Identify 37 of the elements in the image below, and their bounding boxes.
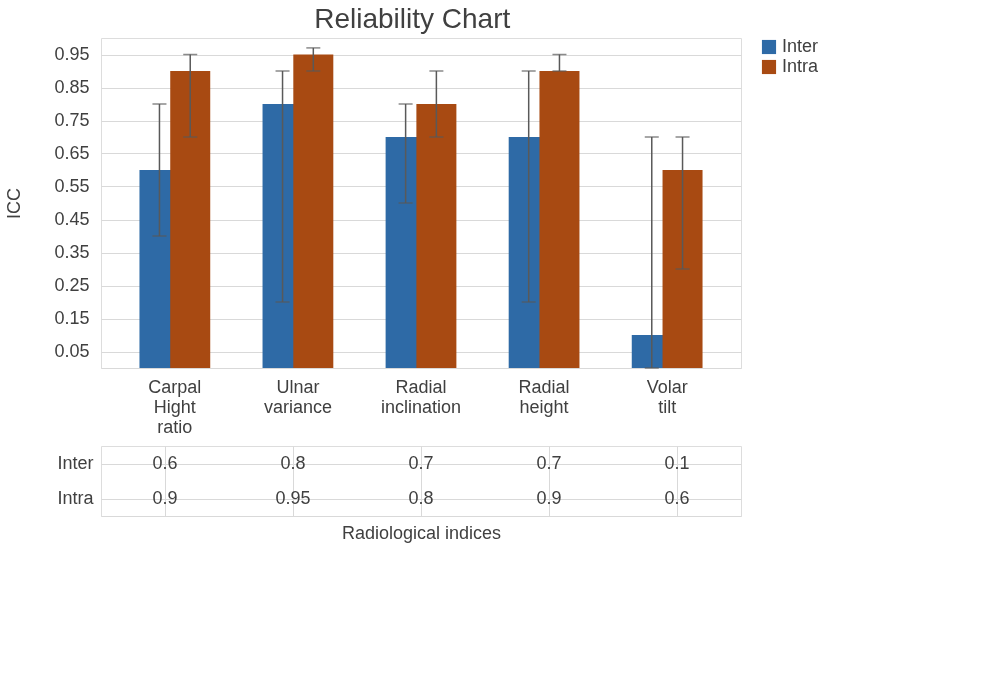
data-label: 0.6	[152, 452, 178, 473]
data-label: 0.9	[152, 487, 178, 508]
data-label: 0.7	[408, 452, 434, 473]
text: Inter	[57, 453, 94, 473]
x-tick-label: Carpal Hight ratio	[148, 376, 202, 437]
y-tick-label: 0.65	[54, 143, 90, 163]
x-axis-title: Radiological indices	[341, 522, 502, 543]
y-tick-label: 0.55	[54, 176, 90, 196]
data-label: 0.1	[664, 452, 690, 473]
y-tick-label: 0.15	[54, 308, 90, 328]
y-axis-title: ICC	[4, 188, 25, 219]
x-tick-label: Ulnar variance	[263, 376, 332, 417]
data-label: 0.8	[408, 487, 434, 508]
y-tick-label: 0.45	[54, 209, 90, 229]
data-label: 0.8	[280, 452, 306, 473]
y-tick-label: 0.75	[54, 110, 90, 130]
x-tick-label: Volar tilt	[646, 376, 688, 417]
bar	[662, 170, 703, 368]
legend-label: Intra	[782, 56, 820, 76]
bar	[293, 54, 334, 368]
legend-label: Inter	[782, 36, 819, 56]
y-tick-label: 0.85	[54, 77, 90, 97]
x-tick-label: Radial height	[518, 376, 570, 417]
bar	[539, 71, 580, 368]
x-tick-label: Radial inclination	[380, 376, 462, 417]
y-tick-label: 0.35	[54, 242, 90, 262]
data-label: 0.9	[536, 487, 562, 508]
y-tick-label: 0.25	[54, 275, 90, 295]
text: Intra	[57, 488, 94, 508]
bar	[416, 104, 457, 368]
chart-title: Reliability Chart	[314, 2, 511, 34]
bar	[170, 71, 211, 368]
data-label: 0.95	[275, 487, 311, 508]
y-tick-label: 0.05	[54, 341, 90, 361]
y-tick-label: 0.95	[54, 44, 90, 64]
data-label: 0.7	[536, 452, 562, 473]
data-label: 0.6	[664, 487, 690, 508]
